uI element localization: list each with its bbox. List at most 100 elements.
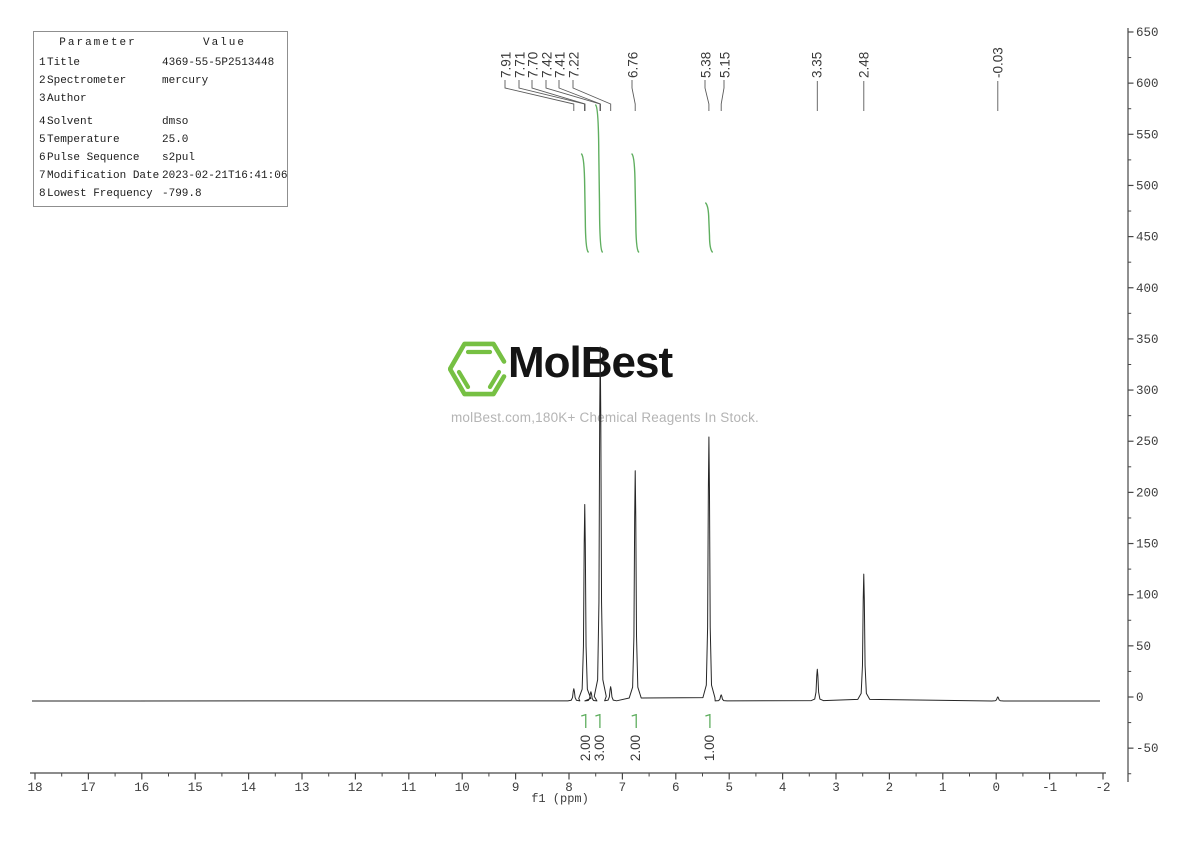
molbest-logo-text: MolBest	[508, 338, 673, 387]
y-axis-tick-label: 250	[1136, 435, 1159, 449]
y-axis-tick-label: 550	[1136, 128, 1159, 142]
integral-value-label: 1.00	[702, 735, 717, 761]
integral-value-label: 2.00	[578, 735, 593, 761]
integral-region-mark	[705, 713, 711, 728]
x-axis-tick-label: -2	[1095, 781, 1110, 795]
x-axis-tick-label: 7	[619, 781, 627, 795]
y-axis-tick-label: 0	[1136, 691, 1144, 705]
peak-label-connector	[504, 80, 575, 111]
peak-label: 2.48	[857, 52, 872, 78]
peak-label-connector	[558, 80, 601, 111]
header-parameter: Parameter	[59, 37, 137, 49]
integral-curve	[580, 153, 589, 253]
y-axis-tick-label: 100	[1136, 589, 1159, 603]
y-axis-tick-label: 50	[1136, 640, 1151, 654]
row-number: 3	[39, 93, 46, 105]
row-number: 8	[39, 188, 46, 200]
integral-value-label: 3.00	[592, 735, 607, 761]
x-axis-tick-label: 14	[241, 781, 256, 795]
row-number: 2	[39, 75, 46, 87]
row-value: s2pul	[162, 152, 196, 164]
x-axis-tick-label: 16	[134, 781, 149, 795]
y-axis-tick-label: 150	[1136, 538, 1159, 552]
y-axis-tick-label: 300	[1136, 384, 1159, 398]
integral-curve	[705, 202, 713, 253]
peak-label: 3.35	[810, 52, 825, 78]
x-axis-tick-label: 18	[27, 781, 42, 795]
peak-label: -0.03	[991, 47, 1006, 78]
parameter-row: 3 Author	[34, 90, 287, 108]
row-name: Solvent	[47, 116, 94, 128]
peak-label: 7.71	[513, 52, 528, 78]
row-number: 4	[39, 116, 46, 128]
row-value: 25.0	[162, 134, 189, 146]
integral-region-mark	[581, 713, 587, 728]
parameter-row: 2 Spectrometer mercury	[34, 72, 287, 90]
row-name: Temperature	[47, 134, 120, 146]
peak-label: 6.76	[626, 52, 641, 78]
row-name: Lowest Frequency	[47, 188, 153, 200]
parameter-row: 7 Modification Date 2023-02-21T16:41:06	[34, 167, 287, 185]
row-number: 7	[39, 170, 46, 182]
integral-region-mark	[631, 713, 637, 728]
parameter-row: 8 Lowest Frequency -799.8	[34, 185, 287, 203]
peak-label: 5.15	[718, 52, 733, 78]
integral-curve	[631, 153, 640, 253]
row-number: 1	[39, 57, 46, 69]
peak-label: 7.42	[540, 52, 555, 78]
parameter-row: 6 Pulse Sequence s2pul	[34, 149, 287, 167]
hexagon-outline	[448, 341, 507, 397]
row-name: Title	[47, 57, 81, 69]
x-axis-tick-label: 13	[294, 781, 309, 795]
x-axis-tick-label: 1	[939, 781, 947, 795]
hexagon-inner-left	[456, 369, 471, 390]
header-value: Value	[202, 37, 246, 49]
y-axis-tick-label: 200	[1136, 486, 1159, 500]
peak-label: 7.70	[526, 52, 541, 78]
parameter-row: 1 Title 4369-55-5P2513448	[34, 54, 287, 72]
x-axis-tick-label: 6	[672, 781, 680, 795]
x-axis-tick-label: 2	[886, 781, 894, 795]
y-axis-tick-label: 450	[1136, 231, 1159, 245]
x-axis-tick-label: 9	[512, 781, 520, 795]
row-name: Author	[47, 93, 87, 105]
molbest-watermark: MolBest molBest.com,180K+ Chemical Reage…	[440, 336, 770, 431]
x-axis-tick-label: 8	[565, 781, 573, 795]
x-axis-tick-label: 3	[832, 781, 840, 795]
row-number: 6	[39, 152, 46, 164]
peak-label-connector	[631, 80, 636, 111]
peak-label: 5.38	[699, 52, 714, 78]
row-value: -799.8	[162, 188, 202, 200]
y-axis-tick-label: -50	[1136, 742, 1159, 756]
y-axis-tick-label: 500	[1136, 179, 1159, 193]
peak-label: 7.91	[499, 52, 514, 78]
y-axis-tick-label: 650	[1136, 26, 1159, 40]
row-value: 4369-55-5P2513448	[162, 57, 275, 69]
peak-label: 7.41	[553, 52, 568, 78]
peak-label: 7.22	[567, 52, 582, 78]
molbest-tagline: molBest.com,180K+ Chemical Reagents In S…	[450, 410, 760, 425]
x-axis-tick-label: 4	[779, 781, 787, 795]
x-axis-title: f1 (ppm)	[531, 792, 589, 806]
x-axis-tick-label: -1	[1042, 781, 1057, 795]
parameter-table: Parameter Value 1 Title 4369-55-5P2513448 2…	[33, 31, 288, 207]
molbest-logo: MolBest	[440, 336, 770, 402]
x-axis-tick-label: 17	[81, 781, 96, 795]
y-axis-tick-label: 350	[1136, 333, 1159, 347]
y-axis-tick-label: 400	[1136, 282, 1159, 296]
row-name: Pulse Sequence	[47, 152, 140, 164]
molbest-hexagon-icon	[448, 341, 507, 397]
row-value: dmso	[162, 116, 189, 128]
hexagon-inner-right	[487, 369, 502, 390]
x-axis-tick-label: 0	[992, 781, 1000, 795]
parameter-table-header: Parameter Value	[34, 32, 287, 54]
peak-label-connector	[545, 80, 601, 111]
x-axis-tick-label: 5	[725, 781, 733, 795]
row-name: Modification Date	[47, 170, 160, 182]
row-name: Spectrometer	[47, 75, 127, 87]
x-axis-tick-label: 10	[455, 781, 470, 795]
parameter-row: 5 Temperature 25.0	[34, 131, 287, 149]
x-axis-tick-label: 15	[188, 781, 203, 795]
row-number: 5	[39, 134, 46, 146]
